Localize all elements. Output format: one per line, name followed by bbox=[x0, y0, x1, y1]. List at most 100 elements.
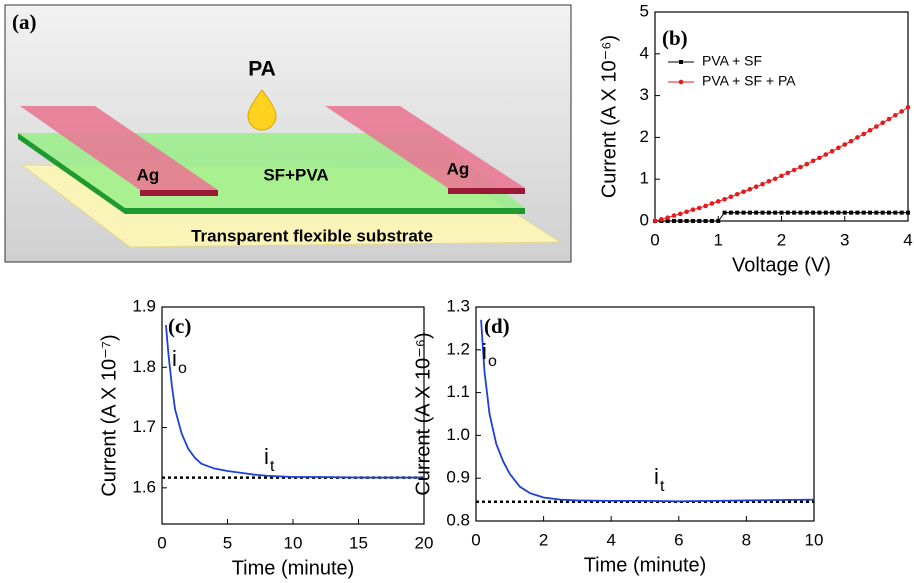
y-tick-label: 1.8 bbox=[132, 357, 156, 376]
x-tick-label: 8 bbox=[742, 530, 751, 549]
marker bbox=[779, 173, 784, 179]
marker bbox=[709, 201, 715, 206]
legend-label: PVA + SF bbox=[702, 53, 762, 69]
y-tick-label: 1.9 bbox=[132, 296, 156, 315]
marker bbox=[886, 116, 892, 122]
marker bbox=[779, 210, 784, 215]
marker bbox=[861, 131, 867, 137]
marker bbox=[678, 219, 683, 223]
marker bbox=[811, 210, 816, 215]
marker bbox=[804, 161, 810, 167]
panel-label: (c) bbox=[168, 314, 191, 338]
marker bbox=[798, 210, 803, 215]
y-tick-label: 0.9 bbox=[446, 468, 470, 487]
marker bbox=[678, 211, 683, 217]
x-tick-label: 3 bbox=[840, 230, 849, 249]
x-tick-label: 10 bbox=[805, 530, 824, 549]
annotation-subscript: t bbox=[660, 478, 665, 495]
y-axis-label: Current (A X 10⁻⁷) bbox=[98, 334, 120, 496]
marker bbox=[722, 210, 727, 215]
marker bbox=[671, 213, 677, 218]
marker bbox=[855, 135, 860, 140]
x-tick-label: 20 bbox=[415, 533, 434, 552]
y-tick-label: 5 bbox=[640, 1, 649, 20]
marker bbox=[848, 138, 854, 144]
annotation: i bbox=[172, 346, 177, 371]
legend-marker bbox=[679, 60, 683, 64]
marker bbox=[899, 109, 904, 114]
x-tick-label: 0 bbox=[157, 533, 166, 552]
y-tick-label: 2 bbox=[640, 127, 649, 146]
electrode-right bbox=[325, 106, 525, 188]
annotation-subscript: o bbox=[178, 360, 187, 377]
y-tick-label: 4 bbox=[640, 43, 649, 62]
y-axis-label: Current (A X 10⁻⁶) bbox=[598, 35, 620, 198]
x-tick-label: 4 bbox=[903, 230, 912, 249]
marker bbox=[773, 210, 778, 215]
legend-label: PVA + SF + PA bbox=[702, 73, 796, 89]
panel-label: (a) bbox=[12, 10, 37, 34]
marker bbox=[855, 210, 860, 215]
series-line bbox=[165, 325, 424, 479]
marker bbox=[734, 191, 740, 197]
panel-label: (d) bbox=[484, 314, 510, 338]
x-tick-label: 6 bbox=[674, 530, 683, 549]
marker bbox=[868, 210, 873, 215]
marker bbox=[703, 219, 708, 223]
marker bbox=[728, 194, 734, 200]
marker bbox=[728, 210, 733, 215]
y-tick-label: 1 bbox=[640, 169, 649, 188]
marker bbox=[722, 196, 727, 202]
electrode-label: Ag bbox=[137, 165, 160, 184]
plot-frame bbox=[654, 11, 909, 222]
marker bbox=[766, 178, 772, 184]
y-tick-label: 1.1 bbox=[446, 382, 470, 401]
marker bbox=[880, 120, 885, 126]
marker bbox=[861, 210, 866, 215]
annotation-subscript: o bbox=[488, 353, 497, 370]
x-tick-label: 4 bbox=[606, 530, 615, 549]
marker bbox=[880, 210, 885, 215]
plot-frame bbox=[475, 306, 815, 522]
marker bbox=[665, 215, 670, 220]
marker bbox=[874, 124, 879, 129]
y-tick-label: 1.3 bbox=[446, 296, 470, 315]
marker bbox=[842, 210, 847, 215]
legend-marker bbox=[678, 79, 684, 85]
marker bbox=[823, 152, 829, 157]
drop-label: PA bbox=[248, 58, 276, 81]
marker bbox=[867, 127, 873, 133]
marker bbox=[766, 210, 771, 215]
marker bbox=[823, 210, 828, 215]
electrode-left bbox=[20, 106, 218, 190]
marker bbox=[703, 203, 708, 209]
marker bbox=[804, 210, 809, 215]
series-line bbox=[480, 319, 815, 503]
marker bbox=[747, 210, 752, 215]
marker bbox=[684, 209, 689, 215]
y-tick-label: 1.2 bbox=[446, 339, 470, 358]
marker bbox=[810, 158, 816, 164]
marker bbox=[760, 181, 765, 187]
x-tick-label: 2 bbox=[539, 530, 548, 549]
substrate-label: Transparent flexible substrate bbox=[191, 226, 433, 245]
marker bbox=[817, 210, 822, 215]
marker bbox=[899, 210, 904, 215]
marker bbox=[836, 210, 841, 215]
marker bbox=[842, 142, 848, 147]
marker bbox=[905, 105, 911, 110]
marker bbox=[798, 164, 803, 170]
electrode-label: Ag bbox=[447, 159, 470, 178]
x-axis-label: Time (minute) bbox=[584, 554, 707, 576]
marker bbox=[772, 176, 778, 182]
marker bbox=[893, 210, 898, 215]
x-tick-label: 0 bbox=[650, 230, 659, 249]
marker bbox=[671, 219, 676, 223]
marker bbox=[830, 210, 835, 215]
marker bbox=[715, 199, 721, 204]
y-axis-label: Current (A X 10⁻⁶) bbox=[412, 332, 434, 495]
diagram-panel: (a) PA Ag Ag SF+PVA Transparent flexible… bbox=[4, 4, 572, 263]
plot-frame bbox=[161, 306, 425, 525]
x-tick-label: 0 bbox=[471, 530, 480, 549]
